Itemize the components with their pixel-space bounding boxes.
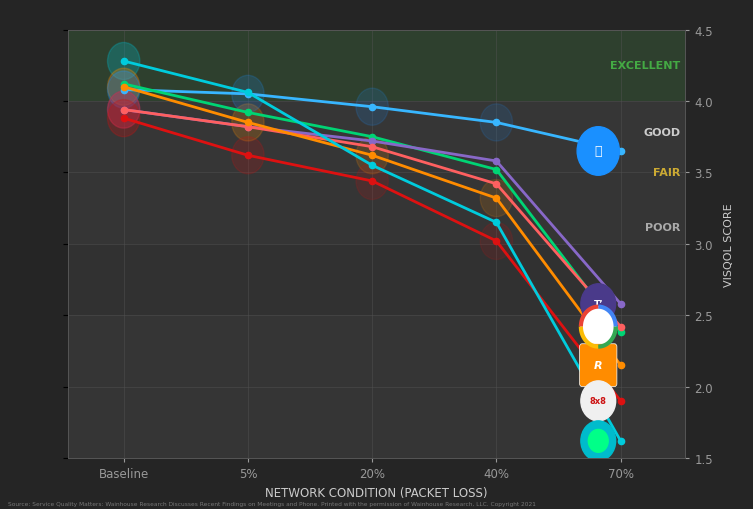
Text: POOR: POOR <box>645 222 680 232</box>
Bar <box>68 102 685 173</box>
Circle shape <box>581 307 616 347</box>
Circle shape <box>577 127 620 176</box>
Circle shape <box>581 284 616 324</box>
Text: FAIR: FAIR <box>653 168 680 178</box>
Text: 8x8: 8x8 <box>590 397 607 406</box>
Circle shape <box>232 105 264 142</box>
Circle shape <box>356 89 389 126</box>
Text: T’: T’ <box>593 300 603 308</box>
Circle shape <box>232 76 264 113</box>
Circle shape <box>480 105 513 142</box>
Circle shape <box>581 421 616 461</box>
Circle shape <box>108 100 140 137</box>
Circle shape <box>108 92 140 129</box>
Text: 📷: 📷 <box>595 145 602 158</box>
Circle shape <box>356 137 389 175</box>
Circle shape <box>356 163 389 200</box>
Text: EXCELLENT: EXCELLENT <box>610 61 680 71</box>
Text: GOOD: GOOD <box>643 128 680 138</box>
Text: R: R <box>594 360 602 371</box>
Circle shape <box>581 381 616 421</box>
Circle shape <box>480 180 513 217</box>
X-axis label: NETWORK CONDITION (PACKET LOSS): NETWORK CONDITION (PACKET LOSS) <box>265 486 488 499</box>
Circle shape <box>480 223 513 260</box>
Circle shape <box>108 69 140 106</box>
Bar <box>68 173 685 244</box>
Circle shape <box>232 137 264 175</box>
Text: Source: Service Quality Matters: Wainhouse Research Discusses Recent Findings on: Source: Service Quality Matters: Wainhou… <box>8 501 535 506</box>
Circle shape <box>108 43 140 80</box>
Bar <box>68 31 685 102</box>
Bar <box>68 244 685 316</box>
Circle shape <box>579 130 617 174</box>
Text: ■: ■ <box>593 147 603 157</box>
Circle shape <box>108 72 140 109</box>
Y-axis label: VISQOL SCORE: VISQOL SCORE <box>724 203 734 286</box>
Circle shape <box>108 92 140 129</box>
FancyBboxPatch shape <box>580 344 617 387</box>
Circle shape <box>588 430 608 453</box>
